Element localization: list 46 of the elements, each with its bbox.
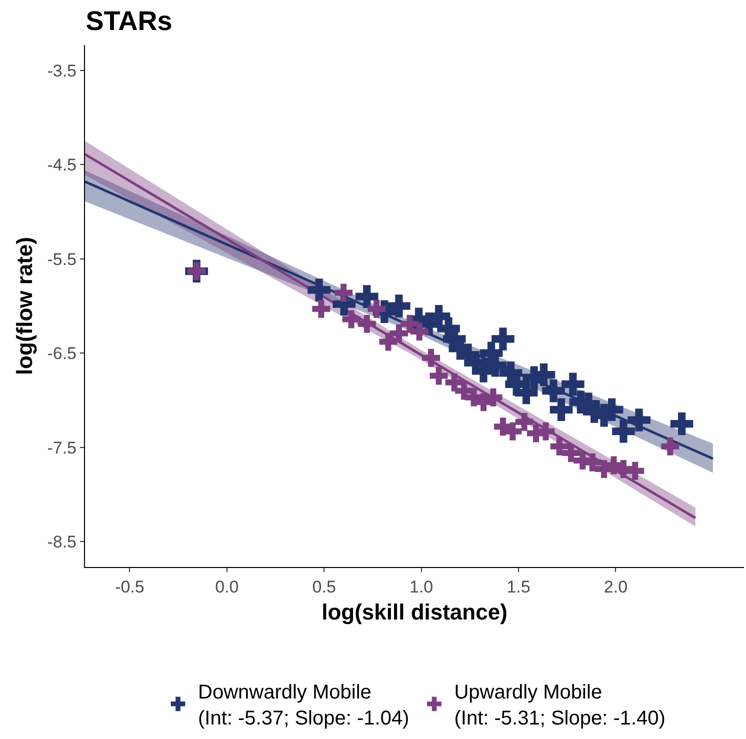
y-tick-label: -7.5 — [47, 438, 76, 458]
point — [312, 300, 330, 318]
point — [334, 284, 353, 302]
y-tick-label: -5.5 — [47, 250, 76, 269]
point — [430, 366, 448, 385]
point — [422, 348, 440, 367]
point — [410, 322, 428, 340]
x-axis-title: log(skill distance) — [322, 599, 508, 624]
legend-label: Downwardly Mobile (Int: -5.37; Slope: -1.04) — [198, 682, 410, 730]
x-tick-label: 0.0 — [215, 578, 239, 596]
point — [355, 285, 378, 308]
point — [542, 379, 565, 402]
x-tick-label: 2.0 — [604, 578, 628, 596]
point — [550, 398, 573, 422]
y-tick-label: -4.5 — [47, 156, 76, 175]
point — [358, 314, 376, 333]
x-tick-label: 1.5 — [506, 578, 530, 596]
point — [562, 444, 580, 462]
y-tick-label: -3.5 — [47, 61, 76, 80]
point — [626, 462, 644, 480]
point — [670, 412, 694, 436]
x-tick-label: 0.5 — [312, 578, 336, 596]
y-tick-label: -8.5 — [47, 532, 76, 552]
chart-title: STARs — [86, 6, 172, 36]
y-axis-title: log(flow rate) — [12, 236, 38, 376]
point — [515, 412, 534, 431]
x-tick-label: -0.5 — [115, 578, 144, 596]
x-tick-label: 1.0 — [409, 578, 434, 596]
point — [504, 422, 522, 440]
point — [342, 310, 360, 328]
point — [308, 278, 330, 302]
point — [550, 437, 568, 456]
point — [390, 324, 408, 342]
point — [492, 328, 514, 350]
point — [379, 332, 398, 351]
point — [612, 420, 635, 443]
point — [514, 381, 538, 404]
point — [661, 437, 680, 456]
point — [628, 408, 650, 432]
point — [445, 373, 464, 392]
point — [400, 314, 419, 333]
point — [600, 398, 624, 422]
y-tick-label: -6.5 — [47, 344, 76, 364]
point — [388, 294, 410, 318]
legend-label: Upwardly Mobile (Int: -5.31; Slope: -1.40) — [454, 682, 666, 730]
point — [562, 372, 584, 396]
